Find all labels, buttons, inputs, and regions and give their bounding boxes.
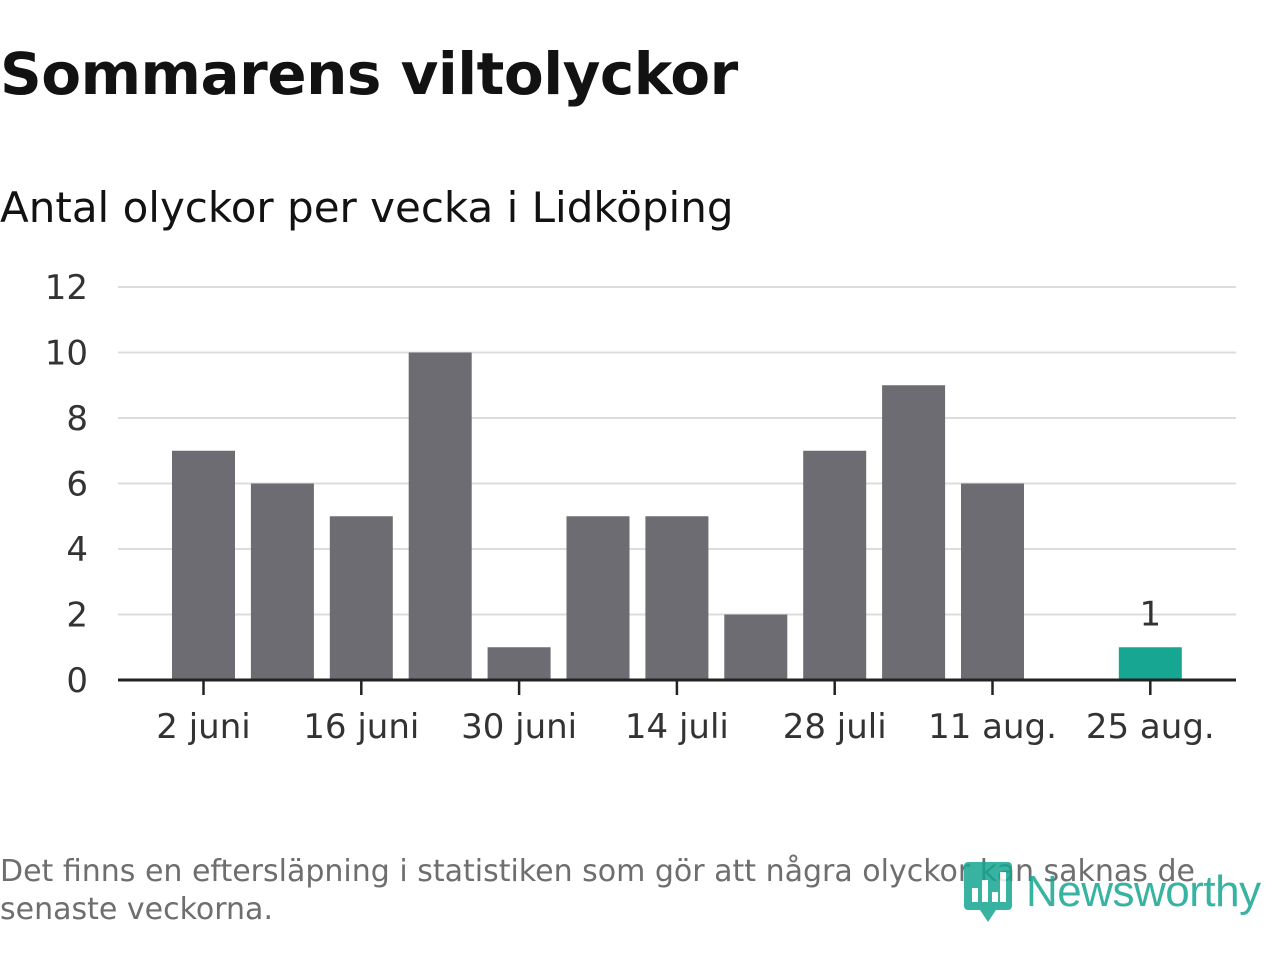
data-labels: 1 [1139,594,1161,634]
bar-highlighted [1118,647,1182,680]
bar [882,385,946,680]
x-tick-label: 30 juni [461,707,577,747]
logo-text: Newsworthy [1026,867,1261,916]
y-tick-label: 10 [45,334,88,374]
y-tick-label: 0 [66,661,88,701]
chart-subtitle: Antal olyckor per vecka i Lidköping [0,183,734,232]
bar [172,450,235,680]
bar [329,516,393,680]
bar [961,483,1024,680]
bar [250,483,314,680]
bars [172,352,1182,680]
bar [645,516,709,680]
x-tick-label: 16 juni [303,707,419,747]
x-tick-label: 11 aug. [928,707,1057,747]
bar [803,450,867,680]
x-axis-ticks: 2 juni 16 juni 30 juni 14 juli 28 juli 11 aug… [156,680,1215,747]
bar [566,516,630,680]
y-tick-label: 8 [66,399,88,439]
y-tick-label: 2 [66,596,88,636]
x-tick-label: 2 juni [156,707,250,747]
y-tick-label: 4 [66,530,88,570]
x-tick-label: 25 aug. [1086,707,1215,747]
chart-title: Sommarens viltolyckor [0,40,738,108]
bar [724,614,788,680]
y-axis-ticks: 0 2 4 6 8 10 12 [45,268,88,701]
y-tick-label: 6 [66,465,88,505]
x-tick-label: 28 juli [783,707,887,747]
y-tick-label: 12 [45,268,88,308]
newsworthy-logo: Newsworthy [962,858,1261,926]
x-tick-label: 14 juli [625,707,729,747]
bar [487,647,551,680]
bar-chart-bubble-icon [962,856,1014,928]
bar [408,352,472,680]
data-label: 1 [1139,594,1161,634]
